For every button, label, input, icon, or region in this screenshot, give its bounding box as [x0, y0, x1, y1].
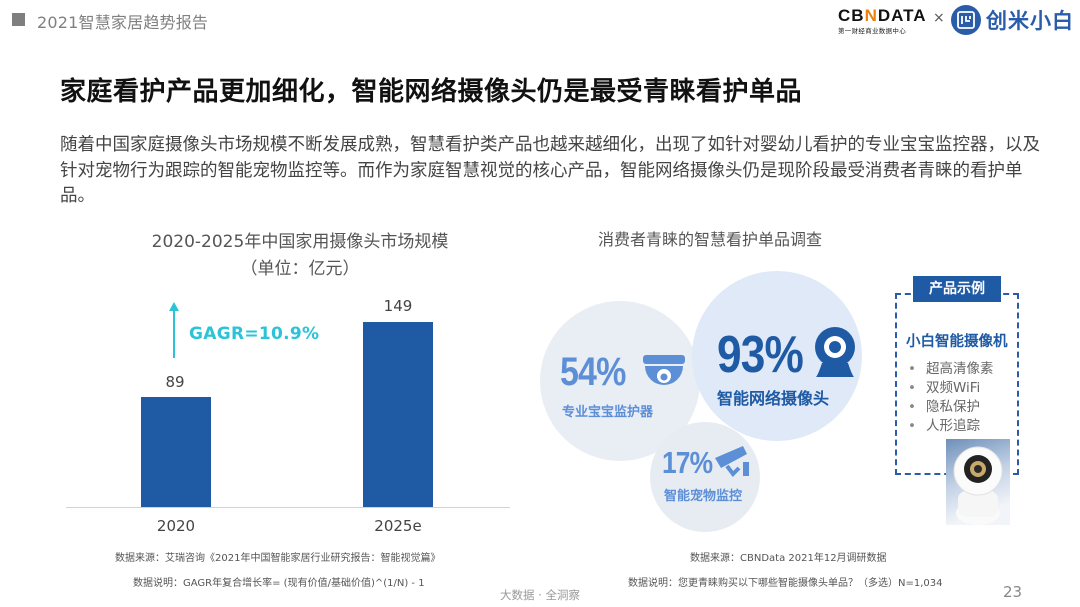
report-title: 2021智慧家居趋势报告	[37, 13, 209, 32]
left-source-note: 数据来源：艾瑞咨询《2021年中国智能家居行业研究报告：智能视觉篇》	[115, 553, 441, 564]
feature-item: 超高清像素	[906, 360, 994, 379]
product-camera-image	[946, 439, 1010, 525]
page-headline: 家庭看护产品更加细化，智能网络摄像头仍是最受青睐看护单品	[60, 77, 803, 107]
page-number: 23	[1003, 583, 1023, 601]
bar-2020	[141, 397, 211, 507]
right-source-note: 数据来源：CBNData 2021年12月调研数据	[690, 553, 887, 564]
chuangmi-logo-text: 创米小白	[986, 9, 1074, 33]
cbndata-logo: CBNDATA 第一财经商业数据中心	[838, 6, 927, 36]
right-explanation-note: 数据说明：您更青睐购买以下哪些智能摄像头单品？（多选）N=1,034	[628, 578, 943, 589]
growth-arrow-icon	[169, 302, 179, 311]
growth-arrow-line	[173, 308, 175, 358]
label-network-camera: 智能网络摄像头	[717, 389, 830, 408]
bar-chart-title: 2020-2025年中国家用摄像头市场规模	[151, 232, 449, 252]
header-square-icon	[12, 13, 25, 26]
webcam-icon	[812, 325, 858, 383]
bubble-pet-monitor	[650, 422, 760, 532]
pct-baby-monitor: 54%	[560, 350, 626, 394]
chuangmi-logo-icon	[951, 5, 981, 35]
cctv-camera-icon	[713, 444, 751, 478]
feature-item: 双频WiFi	[906, 379, 993, 398]
pct-network-camera: 93%	[717, 326, 804, 384]
pct-pet-monitor: 17%	[662, 445, 713, 480]
footer-slogan: 大数据 · 全洞察	[500, 588, 580, 602]
x-label-2025e: 2025e	[374, 517, 422, 535]
gagr-label: GAGR=10.9%	[189, 324, 320, 344]
product-feature-list: 超高清像素 双频WiFi 隐私保护 人形追踪	[906, 360, 994, 436]
product-example-tag: 产品示例	[913, 276, 1001, 302]
logo-separator: ×	[933, 10, 945, 26]
bar-2025e	[363, 322, 433, 507]
left-explanation-note: 数据说明：GAGR年复合增长率= (现有价值/基础价值)^(1/N) - 1	[133, 578, 425, 589]
feature-item: 隐私保护	[906, 398, 993, 417]
x-axis	[66, 507, 510, 508]
bar-value-2020: 89	[165, 373, 185, 391]
dome-camera-icon	[641, 352, 687, 392]
feature-item: 人形追踪	[906, 417, 993, 436]
bar-chart-unit: （单位：亿元）	[240, 259, 360, 279]
label-baby-monitor: 专业宝宝监护器	[562, 405, 654, 420]
survey-title: 消费者青睐的智慧看护单品调查	[597, 230, 822, 249]
x-label-2020: 2020	[156, 517, 196, 535]
intro-paragraph: 随着中国家庭摄像头市场规模不断发展成熟，智慧看护类产品也越来越细化，出现了如针对…	[60, 135, 1040, 206]
product-name: 小白智能摄像机	[906, 334, 1008, 350]
bar-value-2025e: 149	[383, 297, 413, 315]
label-pet-monitor: 智能宠物监控	[664, 489, 743, 504]
